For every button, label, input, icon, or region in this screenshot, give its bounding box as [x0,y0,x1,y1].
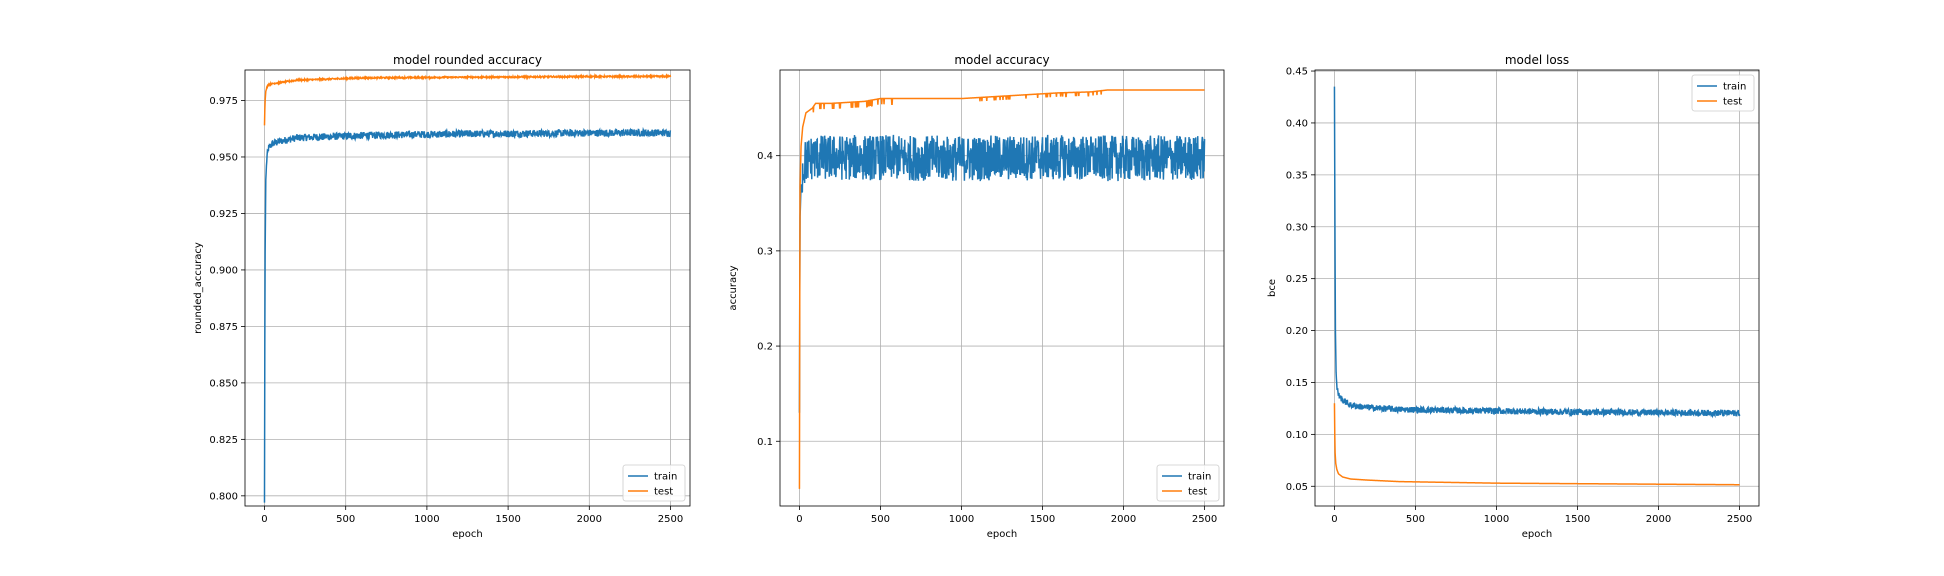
x-tick-label: 2500 [1727,514,1752,525]
legend: train test [1691,74,1755,112]
y-tick-label: 0.40 [1286,118,1308,129]
x-tick-label: 0 [796,514,802,525]
legend-box [1691,74,1755,112]
x-tick-label: 2500 [1192,514,1217,525]
x-tick-label: 0 [261,514,267,525]
x-axis-label: epoch [452,529,482,540]
y-tick-label: 0.35 [1286,170,1308,181]
chart-1: 0 500 1000 1500 2000 2500 0.800 0.825 0.850 0.875… [193,53,691,540]
y-tick-label: 0.20 [1286,326,1308,337]
y-tick-label: 0.875 [209,322,238,333]
legend: train test [622,464,686,502]
legend-label-train: train [1188,472,1211,483]
x-tick-label: 2000 [1111,514,1136,525]
x-axis-label: epoch [1522,529,1552,540]
y-axis-label: rounded_accuracy [193,242,204,334]
x-tick-label: 0 [1331,514,1337,525]
x-tick-label: 2000 [577,514,602,525]
axes-frame [1314,69,1760,507]
chart-2: 0 500 1000 1500 2000 2500 0.1 0.2 0.3 0.4 model ac… [728,53,1225,540]
y-tick-label: 0.15 [1286,378,1308,389]
y-tick-label: 0.25 [1286,274,1308,285]
legend-box [1156,464,1220,502]
legend: train test [1156,464,1220,502]
legend-box [622,464,686,502]
y-tick-label: 0.1 [757,437,773,448]
y-tick-label: 0.975 [209,96,238,107]
y-tick-label: 0.800 [209,491,238,502]
x-tick-label: 2000 [1646,514,1671,525]
series-line-train [798,134,1206,413]
axes-frame [244,69,691,507]
x-tick-label: 1000 [414,514,439,525]
x-tick-label: 500 [871,514,890,525]
y-axis-label: bce [1267,279,1278,297]
y-tick-label: 0.925 [209,209,238,220]
y-tick-label: 0.900 [209,265,238,276]
legend-label-test: test [1723,97,1742,108]
x-tick-label: 2500 [658,514,683,525]
y-axis-label: accuracy [728,265,739,310]
x-tick-label: 500 [336,514,355,525]
legend-label-train: train [654,472,677,483]
y-tick-label: 0.4 [757,151,773,162]
series-line-test [1333,403,1740,486]
series-line-train [1333,86,1741,419]
axes-frame [779,69,1225,507]
x-tick-label: 1500 [495,514,520,525]
chart-3: 0 500 1000 1500 2000 2500 0.05 0.10 0.15 0.20 0.25… [1267,53,1760,540]
y-tick-label: 0.850 [209,378,238,389]
series-line-train [263,126,672,503]
chart-title: model rounded accuracy [393,53,542,67]
x-tick-label: 1000 [949,514,974,525]
series-line-test [263,72,672,126]
series-line-test [798,89,1205,489]
legend-label-test: test [654,487,673,498]
y-tick-label: 0.05 [1286,482,1308,493]
chart-title: model accuracy [954,53,1049,67]
x-tick-label: 500 [1406,514,1425,525]
y-tick-label: 0.950 [209,152,238,163]
y-tick-label: 0.45 [1286,67,1308,78]
y-tick-label: 0.3 [757,246,773,257]
x-axis-label: epoch [987,529,1017,540]
chart-title: model loss [1505,53,1569,67]
x-tick-label: 1500 [1030,514,1055,525]
legend-label-train: train [1723,82,1746,93]
y-tick-label: 0.2 [757,342,773,353]
y-tick-label: 0.825 [209,435,238,446]
y-tick-label: 0.30 [1286,222,1308,233]
x-tick-label: 1500 [1565,514,1590,525]
x-tick-label: 1000 [1484,514,1509,525]
legend-label-test: test [1188,487,1207,498]
y-tick-label: 0.10 [1286,430,1308,441]
